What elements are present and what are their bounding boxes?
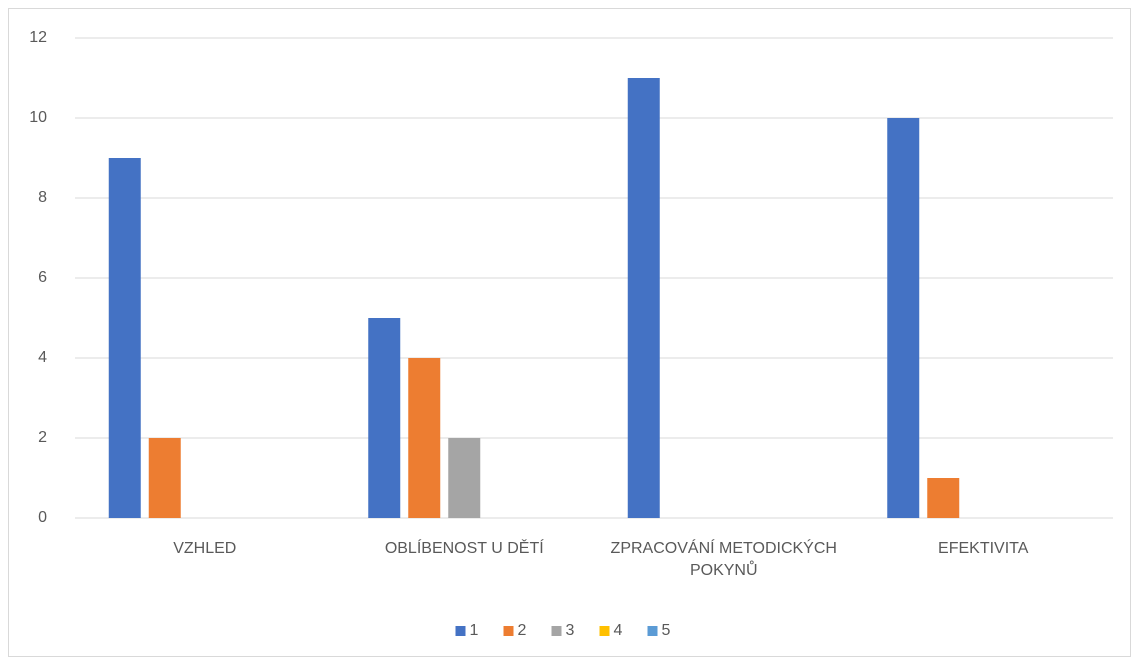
bar xyxy=(148,438,181,518)
legend-label: 5 xyxy=(662,622,671,639)
legend-swatch xyxy=(455,626,466,636)
legend-swatch xyxy=(599,626,610,636)
chart-border xyxy=(8,8,1131,657)
y-tick-label: 10 xyxy=(29,109,47,126)
bar xyxy=(448,438,481,518)
y-tick-label: 8 xyxy=(38,189,47,206)
bar xyxy=(368,318,401,518)
x-tick-label: EFEKTIVITA xyxy=(938,540,1029,557)
legend-label: 4 xyxy=(614,622,623,639)
y-tick-label: 6 xyxy=(38,269,47,286)
legend-swatch xyxy=(647,626,658,636)
y-tick-label: 2 xyxy=(38,429,47,446)
x-tick-label: VZHLED xyxy=(173,540,237,557)
legend-label: 3 xyxy=(566,622,575,639)
y-tick-label: 0 xyxy=(38,509,47,526)
legend-label: 1 xyxy=(470,622,479,639)
bar xyxy=(408,358,441,518)
bar xyxy=(887,118,920,518)
y-tick-label: 12 xyxy=(29,29,47,46)
legend-label: 2 xyxy=(518,622,527,639)
bar xyxy=(927,478,960,518)
y-tick-label: 4 xyxy=(38,349,47,366)
legend-swatch xyxy=(503,626,514,636)
x-tick-label: ZPRACOVÁNÍ METODICKÝCH POKYNŮ xyxy=(610,540,837,579)
bar xyxy=(627,78,660,518)
legend-swatch xyxy=(551,626,562,636)
x-tick-label: OBLÍBENOST U DĚTÍ xyxy=(384,540,544,557)
bar xyxy=(108,158,141,518)
